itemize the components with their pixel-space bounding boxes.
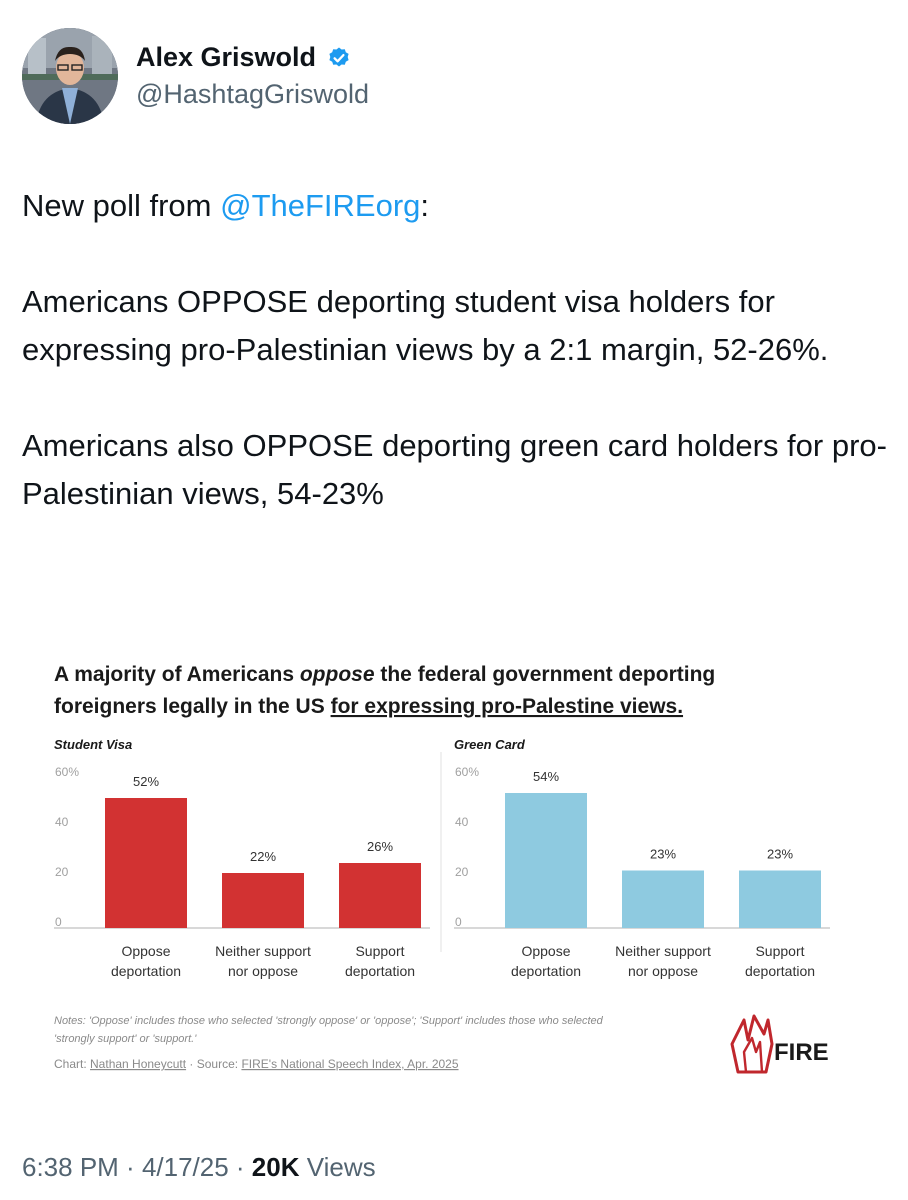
media-card[interactable]: A majority of Americans oppose the feder… bbox=[22, 632, 886, 1102]
tweet-header: Alex Griswold @HashtagGriswold bbox=[22, 28, 882, 128]
flame-icon bbox=[730, 1014, 774, 1074]
tweet-footer: 6:38 PM · 4/17/25 · 20K Views bbox=[22, 1152, 376, 1183]
chart-credit: Chart: Nathan Honeycutt · Source: FIRE's… bbox=[54, 1057, 459, 1071]
bar-value-label: 26% bbox=[367, 839, 393, 854]
category-label: nor oppose bbox=[628, 963, 698, 979]
tweet-paragraph-1: New poll from @TheFIREorg: bbox=[22, 182, 888, 230]
y-tick-label: 0 bbox=[455, 915, 462, 929]
tweet-date[interactable]: 4/17/25 bbox=[141, 1152, 229, 1182]
y-tick-label: 60% bbox=[55, 765, 79, 779]
chart-notes-line-2: 'strongly support' or 'support.' bbox=[54, 1033, 197, 1045]
bar bbox=[739, 870, 821, 928]
bar-value-label: 54% bbox=[533, 769, 559, 784]
y-tick-label: 40 bbox=[455, 815, 469, 829]
panel-title: Green Card bbox=[454, 737, 526, 752]
chart-heading-line-2: foreigners legally in the US for express… bbox=[54, 695, 683, 718]
tweet-intro-prefix: New poll from bbox=[22, 188, 221, 223]
tweet-paragraph-2: Americans OPPOSE deporting student visa … bbox=[22, 284, 829, 367]
poll-chart-image: A majority of Americans oppose the feder… bbox=[22, 632, 886, 1102]
bar bbox=[505, 793, 587, 928]
category-label: Support bbox=[755, 943, 804, 959]
tweet-text: New poll from @TheFIREorg: Americans OPP… bbox=[22, 182, 888, 518]
category-label: deportation bbox=[111, 963, 181, 979]
tweet-paragraph-3: Americans also OPPOSE deporting green ca… bbox=[22, 428, 887, 511]
avatar[interactable] bbox=[22, 28, 118, 124]
bar bbox=[622, 870, 704, 928]
bar-value-label: 23% bbox=[650, 847, 676, 862]
bar bbox=[339, 863, 421, 928]
y-tick-label: 20 bbox=[455, 865, 469, 879]
profile-photo-icon bbox=[22, 28, 118, 124]
y-tick-label: 20 bbox=[55, 865, 69, 879]
bar-value-label: 22% bbox=[250, 849, 276, 864]
views-label: Views bbox=[299, 1152, 376, 1182]
category-label: Support bbox=[355, 943, 404, 959]
category-label: nor oppose bbox=[228, 963, 298, 979]
y-tick-label: 60% bbox=[455, 765, 479, 779]
chart-notes-line-1: Notes: 'Oppose' includes those who selec… bbox=[54, 1015, 604, 1027]
category-label: Oppose bbox=[121, 943, 170, 959]
category-label: deportation bbox=[745, 963, 815, 979]
bar-value-label: 23% bbox=[767, 847, 793, 862]
separator: · bbox=[228, 1152, 252, 1182]
display-name[interactable]: Alex Griswold bbox=[136, 42, 317, 72]
tweet-time[interactable]: 6:38 PM bbox=[22, 1152, 119, 1182]
views-count: 20K bbox=[251, 1152, 300, 1182]
category-label: deportation bbox=[511, 963, 581, 979]
tweet-intro-suffix: : bbox=[420, 188, 430, 223]
y-tick-label: 0 bbox=[55, 915, 62, 929]
bar bbox=[222, 873, 304, 928]
bar bbox=[105, 798, 187, 928]
chart-heading-line-1: A majority of Americans oppose the feder… bbox=[54, 663, 715, 686]
category-label: Neither support bbox=[215, 943, 311, 959]
bar-value-label: 52% bbox=[133, 774, 159, 789]
category-label: Neither support bbox=[615, 943, 711, 959]
verified-badge-icon bbox=[328, 47, 349, 66]
category-label: deportation bbox=[345, 963, 415, 979]
separator: · bbox=[118, 1152, 142, 1182]
fire-logo-text: FIRE bbox=[774, 1039, 829, 1066]
panel-title: Student Visa bbox=[54, 737, 132, 752]
fire-logo: FIRE bbox=[730, 1014, 829, 1074]
y-tick-label: 40 bbox=[55, 815, 69, 829]
mention-link[interactable]: @TheFIREorg bbox=[220, 188, 421, 223]
category-label: Oppose bbox=[521, 943, 570, 959]
handle[interactable]: @HashtagGriswold bbox=[136, 79, 369, 109]
